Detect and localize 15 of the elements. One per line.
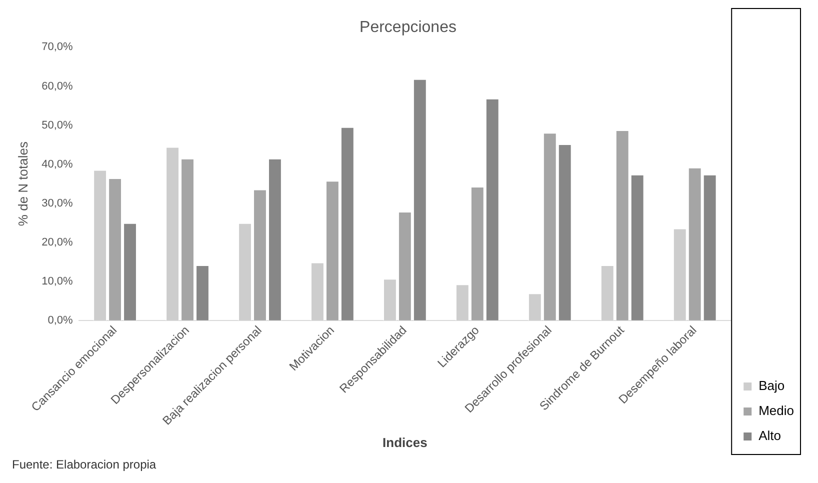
x-axis-title: Indices (382, 434, 428, 450)
legend-label: Alto (758, 428, 781, 444)
y-tick-label: 60,0% (42, 80, 73, 92)
legend-label: Bajo (758, 378, 785, 394)
y-tick-label: 30,0% (42, 197, 73, 210)
legend-label: Medio (758, 403, 794, 418)
chart-title: Percepciones (360, 19, 456, 36)
y-tick-label: 50,0% (42, 119, 73, 132)
y-tick-label: 40,0% (42, 158, 73, 170)
source-note: Fuente: Elaboracion propia (12, 457, 156, 472)
y-tick-label: 0,0% (48, 314, 74, 326)
y-axis-title: % de N totales (15, 141, 30, 226)
y-tick-label: 10,0% (42, 275, 73, 288)
y-tick-label: 70,0% (42, 41, 73, 54)
y-tick-label: 20,0% (42, 236, 73, 248)
